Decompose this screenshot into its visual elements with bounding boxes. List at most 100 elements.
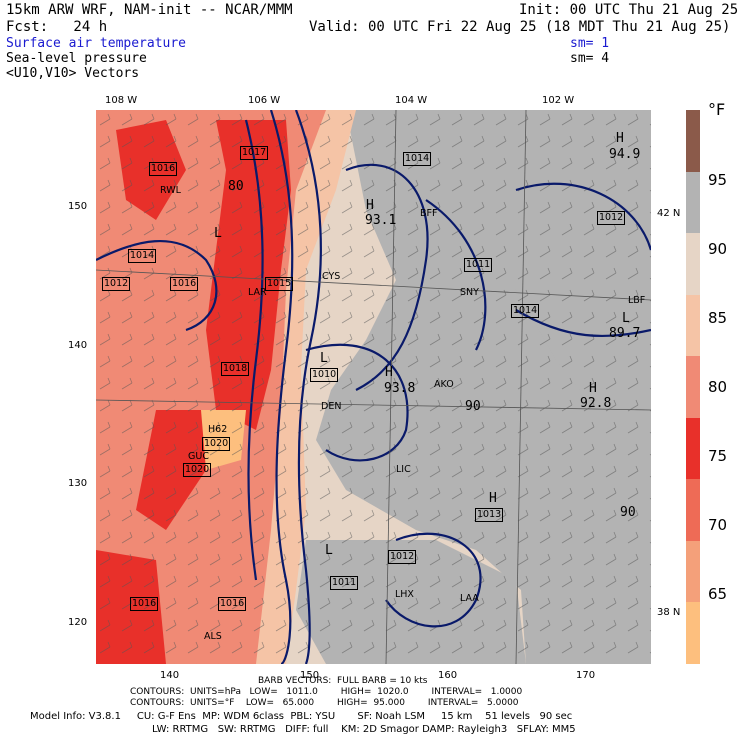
colorbar-label: 75 <box>708 447 728 465</box>
pressure-box: 1015 <box>265 277 294 291</box>
station-label: LHX <box>395 589 414 600</box>
pressure-box: 1020 <box>202 437 231 451</box>
pressure-box: 1012 <box>388 550 417 564</box>
colorbar-segment <box>686 294 700 357</box>
temp-value: 90 <box>620 505 636 520</box>
field-pressure: Sea-level pressure <box>6 51 147 66</box>
high-marker: H <box>589 381 597 396</box>
state-borders <box>96 110 651 664</box>
lon-label: 106 W <box>248 95 281 106</box>
station-label: DEN <box>321 401 342 412</box>
pressure-box: 1016 <box>149 162 178 176</box>
model-title: 15km ARW WRF, NAM-init -- NCAR/MMM <box>6 2 293 18</box>
isobars <box>96 110 651 664</box>
high-marker: H <box>385 365 393 380</box>
temp-value: 89.7 <box>609 326 641 341</box>
grid-y-label: 120 <box>68 617 88 628</box>
smoothing-2: sm= 4 <box>570 51 610 66</box>
grid-y-label: 130 <box>68 478 88 489</box>
grid-y-label: 150 <box>68 201 88 212</box>
weather-map <box>96 110 651 664</box>
valid-time: Valid: 00 UTC Fri 22 Aug 25 (18 MDT Thu … <box>309 19 731 35</box>
field-temperature: Surface air temperature <box>6 36 187 51</box>
station-label: SNY <box>460 287 479 298</box>
field-vectors: <U10,V10> Vectors <box>6 66 140 81</box>
colorbar <box>686 110 700 664</box>
low-marker: L <box>320 351 328 366</box>
grid-x-label: 140 <box>160 670 180 681</box>
colorbar-label: 70 <box>708 516 728 534</box>
station-label: LBF <box>628 295 646 306</box>
colorbar-segment <box>686 479 700 541</box>
station-label: CYS <box>322 271 341 282</box>
low-marker: L <box>325 543 333 558</box>
pressure-box: 1012 <box>597 211 626 225</box>
pressure-box: 1014 <box>403 152 432 166</box>
station-label: AKO <box>434 379 454 390</box>
contours-temperature: CONTOURS: UNITS=°F LOW= 65.000 HIGH= 95.… <box>130 698 519 708</box>
model-info: Model Info: V3.8.1 CU: G-F Ens MP: WDM 6… <box>30 711 573 722</box>
model-info-2: LW: RRTMG SW: RRTMG DIFF: full KM: 2D Sm… <box>152 724 576 735</box>
init-time: Init: 00 UTC Thu 21 Aug 25 <box>519 2 739 18</box>
temp-value: 90 <box>465 399 481 414</box>
pressure-box: 1018 <box>221 362 250 376</box>
high-marker: H <box>366 198 374 213</box>
high-marker: H <box>616 131 624 146</box>
lon-label: 104 W <box>395 95 428 106</box>
colorbar-label: 90 <box>708 240 728 258</box>
temp-value: 93.8 <box>384 381 416 396</box>
grid-x-label: 170 <box>576 670 596 681</box>
colorbar-label: 80 <box>708 378 728 396</box>
pressure-box: 1014 <box>511 304 540 318</box>
colorbar-unit: °F <box>708 100 726 119</box>
station-label: RWL <box>160 185 181 196</box>
lat-label: 38 N <box>657 607 681 618</box>
lat-label: 40 N <box>657 407 681 418</box>
grid-y-label: 140 <box>68 340 88 351</box>
low-marker: L <box>622 311 630 326</box>
temp-value: 94.9 <box>609 147 641 162</box>
smoothing-1: sm= 1 <box>570 36 610 51</box>
station-label: LAR <box>248 287 267 298</box>
colorbar-segment <box>686 110 700 172</box>
pressure-box: 1010 <box>310 368 339 382</box>
station-label: ALS <box>204 631 222 642</box>
pressure-box: 1011 <box>464 258 493 272</box>
pressure-box: 1020 <box>183 463 212 477</box>
temp-value: 80 <box>228 179 244 194</box>
lat-label: 42 N <box>657 208 681 219</box>
colorbar-segment <box>686 540 700 603</box>
pressure-box: 1016 <box>170 277 199 291</box>
lon-label: 108 W <box>105 95 138 106</box>
high-marker: H62 <box>208 424 228 435</box>
pressure-box: 1016 <box>218 597 247 611</box>
barb-info: BARB VECTORS: FULL BARB = 10 kts <box>258 676 428 686</box>
colorbar-label: 95 <box>708 171 728 189</box>
pressure-box: 1013 <box>475 508 504 522</box>
grid-x-label: 150 <box>300 670 320 681</box>
pressure-box: 1017 <box>240 146 269 160</box>
pressure-box: 1016 <box>130 597 159 611</box>
colorbar-label: 85 <box>708 309 728 327</box>
grid-x-label: 160 <box>438 670 458 681</box>
colorbar-segment <box>686 233 700 295</box>
contours-pressure: CONTOURS: UNITS=hPa LOW= 1011.0 HIGH= 10… <box>130 687 523 697</box>
lon-label: 102 W <box>542 95 575 106</box>
forecast-hour: Fcst: 24 h <box>6 19 108 35</box>
station-label: LAA <box>460 593 479 604</box>
high-marker: H <box>489 491 497 506</box>
temp-value: 92.8 <box>580 396 612 411</box>
low-marker: L <box>214 226 222 241</box>
colorbar-segment <box>686 356 700 418</box>
station-label: GUC <box>188 451 209 462</box>
colorbar-label: 65 <box>708 585 728 603</box>
colorbar-segment <box>686 602 700 664</box>
colorbar-segment <box>686 417 700 480</box>
wind-barbs <box>96 110 651 664</box>
station-label: BFF <box>420 208 438 219</box>
colorbar-segment <box>686 171 700 234</box>
pressure-box: 1012 <box>102 277 131 291</box>
pressure-box: 1011 <box>330 576 359 590</box>
station-label: LIC <box>396 464 411 475</box>
pressure-box: 1014 <box>128 249 157 263</box>
